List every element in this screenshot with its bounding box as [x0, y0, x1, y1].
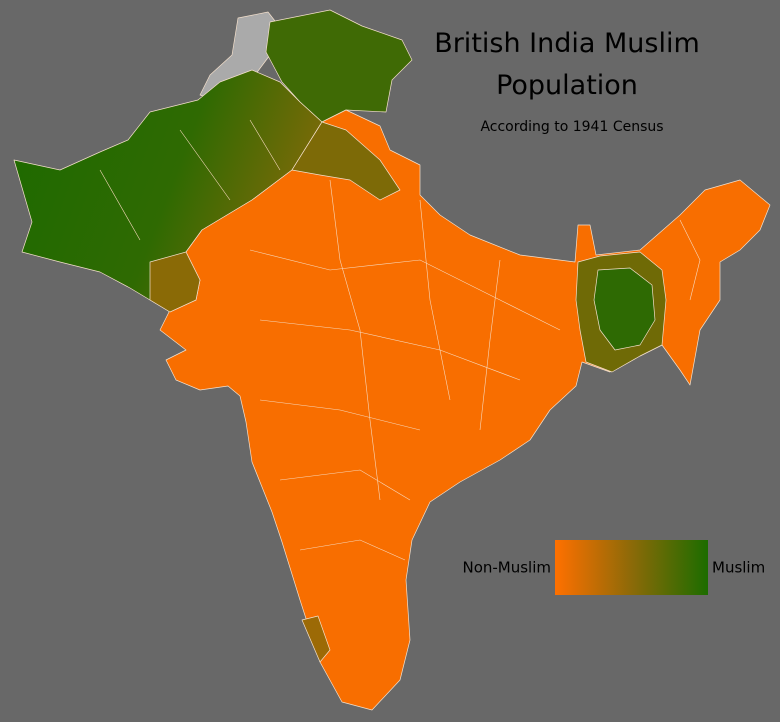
india-main — [159, 109, 771, 711]
punjab-band — [291, 121, 401, 201]
title-line-1: British India Muslim — [434, 28, 700, 59]
legend-high-label: Muslim — [712, 559, 765, 577]
district-lines — [99, 119, 701, 561]
legend-low-label: Non-Muslim — [462, 559, 551, 577]
sindh — [149, 251, 201, 313]
map — [13, 9, 771, 711]
subtitle: According to 1941 Census — [480, 119, 663, 135]
malabar — [301, 615, 331, 663]
title-line-2: Population — [496, 70, 638, 101]
east-bengal — [593, 267, 656, 351]
legend-gradient — [555, 540, 708, 595]
kashmir — [265, 9, 413, 123]
